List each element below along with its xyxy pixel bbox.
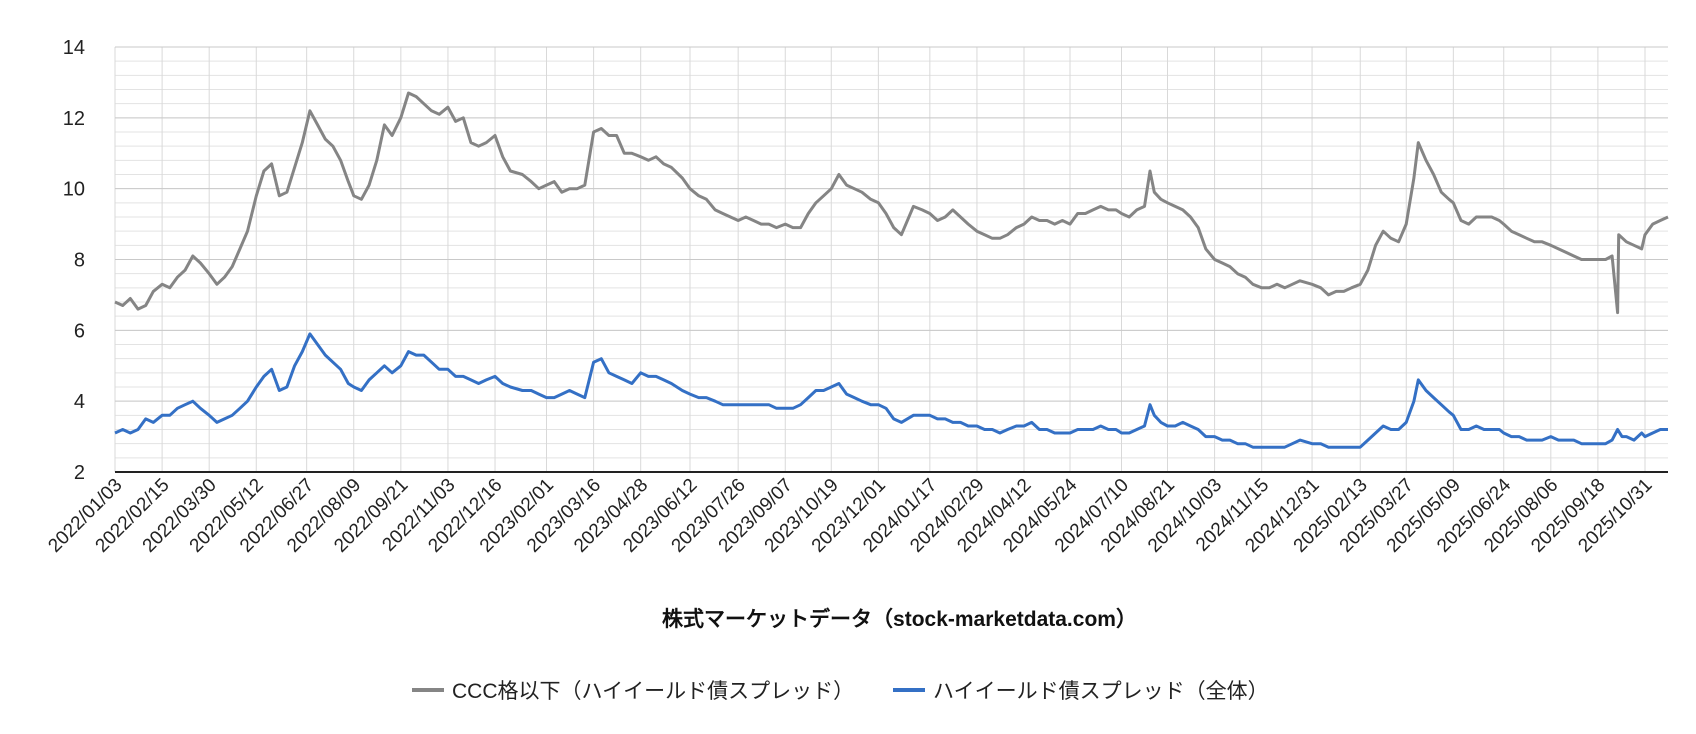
legend-label: CCC格以下（ハイイールド債スプレッド） (452, 680, 854, 703)
y-axis-ticks: 2 4 6 8 10 12 14 (63, 37, 85, 484)
y-tick-label: 6 (74, 320, 85, 342)
x-axis-ticks: 2022/01/032022/02/152022/03/302022/05/12… (44, 474, 1656, 556)
x-axis-label: 株式マーケットデータ（stock-marketdata.com） (662, 607, 1137, 631)
y-tick-label: 8 (74, 250, 85, 272)
y-tick-label: 12 (63, 108, 85, 130)
y-tick-label: 4 (74, 391, 85, 413)
y-tick-label: 10 (63, 179, 85, 201)
y-tick-label: 2 (74, 462, 85, 484)
legend-label: ハイイールド債スプレッド（全体） (933, 680, 1269, 703)
legend: CCC格以下（ハイイールド債スプレッド） ハイイールド債スプレッド（全体） (412, 680, 1269, 703)
y-tick-label: 14 (63, 37, 85, 59)
series-layer (114, 91, 1669, 449)
grid-major-lines (114, 46, 1668, 473)
series-line-hy-total (114, 332, 1668, 449)
series-line-ccc (114, 91, 1669, 315)
